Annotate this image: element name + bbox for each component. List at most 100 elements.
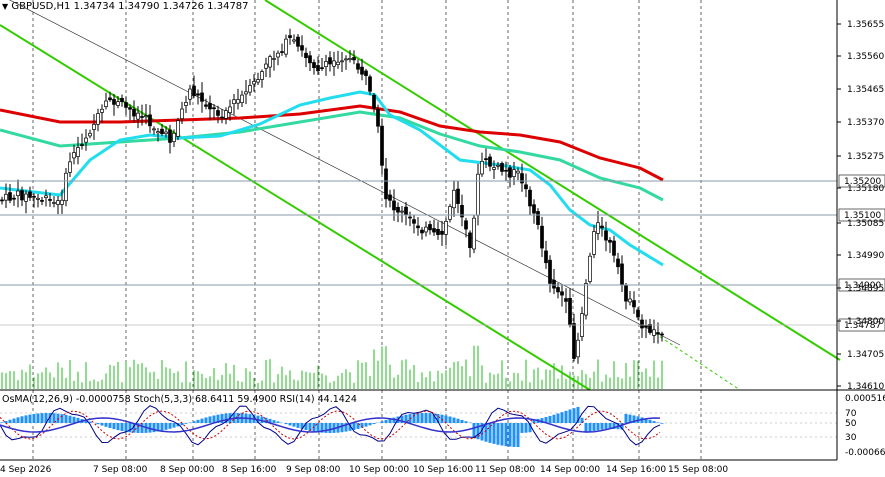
osma-bar <box>488 423 492 443</box>
osma-bar <box>136 423 140 433</box>
osma-bar <box>32 413 36 423</box>
candle-body <box>332 60 336 67</box>
symbol-ohlc: GBPUSD,H1 1.34734 1.34790 1.34726 1.3478… <box>11 1 249 12</box>
candle-body <box>248 85 252 93</box>
osma-bar <box>492 423 496 444</box>
candle-body <box>140 116 144 118</box>
candle-body <box>112 99 116 105</box>
candle-body <box>376 108 380 127</box>
candle-body <box>620 263 624 286</box>
osma-bar <box>52 413 56 423</box>
candle-body <box>608 239 612 243</box>
osma-bar <box>504 423 508 447</box>
osma-bar <box>316 423 320 433</box>
candle-body <box>564 298 568 302</box>
candle-body <box>148 114 152 127</box>
osma-bar <box>472 423 476 438</box>
candle-body <box>540 225 544 249</box>
candle-body <box>632 300 636 308</box>
osma-bar <box>4 421 8 423</box>
rsi-line <box>0 417 661 433</box>
osma-bar <box>100 423 104 426</box>
osma-bar <box>276 421 280 423</box>
candle-body <box>484 158 488 160</box>
candle-body <box>420 229 424 234</box>
candle-body <box>44 195 48 198</box>
stoch-main-line <box>0 405 661 446</box>
osma-bar <box>584 423 588 433</box>
candle-body <box>180 108 184 120</box>
indicator-values: OsMA(12,26,9) -0.0000758 Stoch(5,3,3) 68… <box>2 394 357 405</box>
candle-body <box>144 115 148 118</box>
candle-body <box>452 189 456 209</box>
osma-bar <box>388 418 392 423</box>
candle-body <box>524 184 528 190</box>
candle-body <box>128 107 132 110</box>
candle-body <box>340 60 344 63</box>
price-label: 1.35370 <box>847 118 884 128</box>
osma-bar <box>632 415 636 423</box>
candle-body <box>184 102 188 106</box>
candle-body <box>124 102 128 108</box>
candle-body <box>584 283 588 316</box>
osma-bar <box>116 423 120 431</box>
osma-bar <box>424 413 428 423</box>
candle-body <box>160 128 164 134</box>
osma-bar <box>104 423 108 427</box>
price-label: 1.35655 <box>847 20 884 30</box>
osma-bar <box>652 421 656 423</box>
candle-body <box>240 94 244 103</box>
chart-grid <box>32 0 702 460</box>
time-label: 8 Sep 16:00 <box>222 465 277 475</box>
osma-bar <box>304 423 308 430</box>
indicator-header: OsMA(12,26,9) -0.0000758 Stoch(5,3,3) 68… <box>2 394 357 405</box>
candle-body <box>320 67 324 69</box>
candle-body <box>644 325 648 328</box>
candle-body <box>476 173 480 216</box>
ma-mid-line <box>0 110 664 202</box>
candle-body <box>428 224 432 231</box>
osma-bar <box>96 423 100 425</box>
candle-body <box>308 55 312 64</box>
time-label: 7 Sep 08:00 <box>93 465 148 475</box>
osma-bar <box>264 417 268 423</box>
dropdown-arrow-icon[interactable]: ▼ <box>2 2 9 11</box>
osma-bar <box>20 416 24 423</box>
osma-bar <box>156 423 160 432</box>
candle-body <box>0 199 4 202</box>
candle-body <box>120 97 124 103</box>
osma-bar <box>500 423 504 446</box>
osma-bar <box>484 423 488 442</box>
osma-bar <box>344 423 348 432</box>
candle-body <box>352 57 356 61</box>
candle-body <box>288 35 292 38</box>
candle-body <box>4 193 8 201</box>
osma-bar <box>436 414 440 423</box>
osma-bar <box>164 423 168 430</box>
osma-bar <box>588 423 592 432</box>
candle-body <box>52 202 56 204</box>
candle-body <box>24 193 28 202</box>
candle-body <box>372 94 376 109</box>
candle-body <box>316 65 320 72</box>
sub-axis-label: 0.000516 <box>845 394 885 404</box>
chart-header: ▼ GBPUSD,H1 1.34734 1.34790 1.34726 1.34… <box>2 1 249 12</box>
osma-bar <box>36 413 40 423</box>
candle-body <box>660 333 664 336</box>
candle-body <box>508 167 512 178</box>
candle-body <box>48 199 52 201</box>
osma-bar <box>24 415 28 423</box>
candle-body <box>544 250 548 264</box>
osma-bar <box>372 423 376 424</box>
osma-bar <box>524 423 528 433</box>
candle-body <box>532 204 536 214</box>
time-label: 8 Sep 00:00 <box>160 465 215 475</box>
candle-body <box>268 56 272 68</box>
osma-bar <box>444 415 448 423</box>
volume-bars <box>1 345 663 389</box>
candle-body <box>528 189 532 207</box>
osma-bar <box>208 416 212 423</box>
candle-body <box>216 110 220 116</box>
price-label: 1.34705 <box>847 350 884 360</box>
